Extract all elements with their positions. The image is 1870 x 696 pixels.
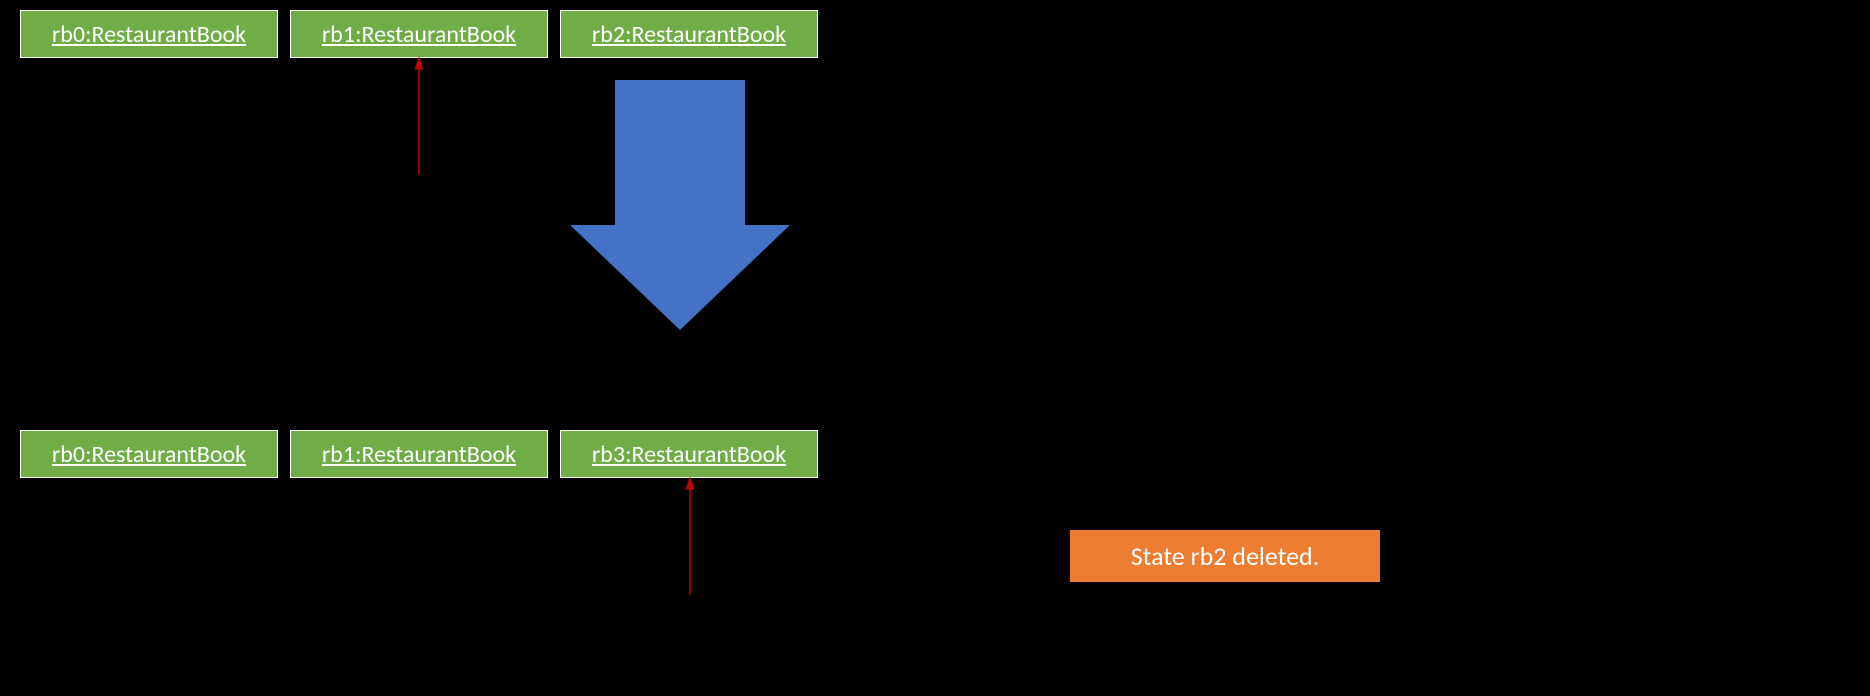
state-box-top-0: rb0:RestaurantBook xyxy=(20,10,278,58)
note-state-deleted: State rb2 deleted. xyxy=(1070,530,1380,582)
big-arrow-label: clear xyxy=(640,160,691,192)
diagram-arrows xyxy=(0,0,1870,696)
state-box-top-1: rb1:RestaurantBook xyxy=(290,10,548,58)
state-box-top-2: rb2:RestaurantBook xyxy=(560,10,818,58)
big-arrow-icon xyxy=(570,80,790,330)
state-box-bottom-0: rb0:RestaurantBook xyxy=(20,430,278,478)
state-box-bottom-1: rb1:RestaurantBook xyxy=(290,430,548,478)
state-box-bottom-2: rb3:RestaurantBook xyxy=(560,430,818,478)
